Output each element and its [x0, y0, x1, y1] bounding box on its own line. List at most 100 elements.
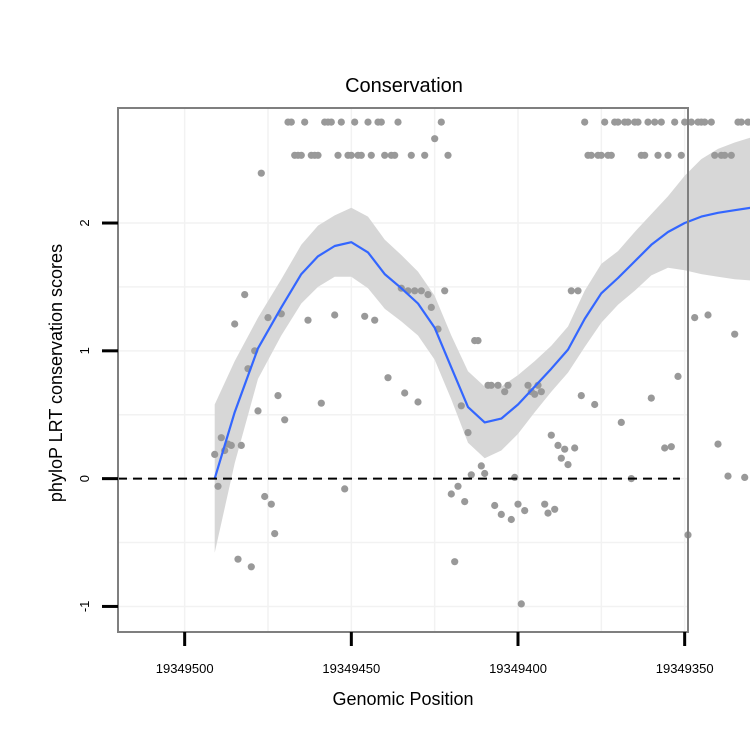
smooth-line-layer	[213, 206, 750, 479]
data-point	[571, 444, 579, 452]
data-point	[531, 390, 539, 398]
data-point	[547, 431, 555, 439]
data-point	[577, 392, 585, 400]
data-point	[274, 392, 282, 400]
data-point	[214, 482, 222, 490]
data-point	[711, 151, 719, 159]
data-point	[714, 440, 722, 448]
data-point	[461, 498, 469, 506]
data-point	[337, 118, 345, 126]
data-point	[504, 381, 512, 389]
data-point	[391, 151, 399, 159]
x-tick-label: 19349350	[656, 661, 714, 676]
data-point	[667, 443, 675, 451]
data-point	[444, 151, 452, 159]
data-point	[384, 374, 392, 382]
y-tick-label: 2	[77, 219, 92, 226]
data-point	[617, 418, 625, 426]
data-point	[421, 151, 429, 159]
data-point	[727, 151, 735, 159]
data-point	[271, 530, 279, 538]
data-point	[641, 151, 649, 159]
data-point	[661, 444, 669, 452]
data-point	[367, 151, 375, 159]
data-point	[681, 118, 689, 126]
chart-title: Conservation	[345, 75, 463, 97]
data-point	[581, 118, 589, 126]
data-point	[664, 151, 672, 159]
data-point	[601, 118, 609, 126]
smooth-line	[213, 206, 750, 479]
data-point	[607, 151, 615, 159]
data-point	[314, 151, 322, 159]
data-point	[287, 118, 295, 126]
data-point	[541, 500, 549, 508]
data-point	[511, 473, 519, 481]
data-point	[334, 151, 342, 159]
data-point	[264, 314, 272, 322]
data-point	[361, 312, 369, 320]
data-point	[624, 118, 632, 126]
data-point	[297, 151, 305, 159]
data-point	[707, 118, 715, 126]
data-point	[517, 600, 525, 608]
data-point	[651, 118, 659, 126]
data-point	[241, 291, 249, 299]
data-point	[231, 320, 239, 328]
data-point	[327, 118, 335, 126]
data-point	[254, 407, 262, 415]
data-point	[567, 287, 575, 295]
data-point	[701, 118, 709, 126]
data-point	[351, 118, 359, 126]
data-point	[431, 135, 439, 143]
data-point	[441, 287, 449, 295]
data-point	[514, 500, 522, 508]
data-point	[704, 311, 712, 319]
data-point	[551, 505, 559, 513]
data-point	[561, 445, 569, 453]
data-point	[501, 388, 509, 396]
data-point	[257, 169, 265, 177]
data-point	[447, 490, 455, 498]
data-point	[331, 311, 339, 319]
data-point	[304, 316, 312, 324]
data-point	[494, 381, 502, 389]
data-point	[217, 434, 225, 442]
data-point	[371, 316, 379, 324]
data-point	[247, 563, 255, 571]
data-point	[737, 118, 745, 126]
data-point	[521, 507, 529, 515]
y-axis-label: phyloP LRT conservation scores	[46, 244, 66, 502]
data-point	[377, 118, 385, 126]
data-point	[557, 454, 565, 462]
data-point	[724, 472, 732, 480]
data-point	[524, 381, 532, 389]
x-tick-label: 19349500	[156, 661, 214, 676]
data-point	[477, 462, 485, 470]
data-point	[574, 287, 582, 295]
data-point	[451, 558, 459, 566]
data-point	[481, 469, 489, 478]
data-point	[591, 400, 599, 409]
data-point	[687, 118, 695, 126]
data-point	[587, 151, 595, 159]
data-point	[407, 151, 415, 159]
data-point	[454, 482, 462, 490]
y-tick-label: -1	[77, 601, 92, 613]
x-axis-label: Genomic Position	[332, 689, 473, 709]
data-point	[427, 303, 435, 311]
data-point	[487, 381, 495, 389]
data-point	[211, 450, 219, 458]
data-point	[644, 118, 652, 126]
data-point	[401, 389, 409, 397]
data-point	[457, 402, 465, 410]
data-point	[341, 485, 349, 493]
data-point	[741, 473, 749, 481]
data-point	[414, 398, 422, 406]
data-point	[614, 118, 622, 126]
data-point	[381, 151, 389, 159]
data-point	[411, 287, 419, 295]
data-point	[437, 118, 445, 126]
data-point	[237, 441, 245, 449]
